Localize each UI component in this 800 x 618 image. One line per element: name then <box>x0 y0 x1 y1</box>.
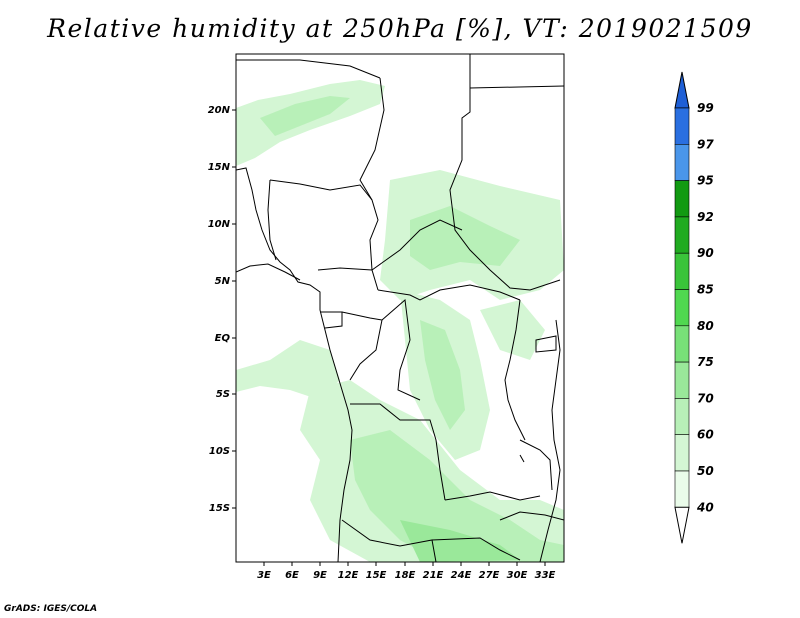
chart-title: Relative humidity at 250hPa [%], VT: 201… <box>47 14 753 43</box>
colorbar-bottom-arrow <box>674 506 690 544</box>
colorbar-label: 40 <box>696 500 714 514</box>
colorbar-label: 97 <box>697 137 714 151</box>
humidity-shading <box>236 80 564 562</box>
colorbar-label: 50 <box>697 464 714 478</box>
lon-label: 9E <box>313 570 327 581</box>
lon-label: 3E <box>257 570 271 581</box>
lon-label: 33E <box>535 570 556 581</box>
colorbar-label: 80 <box>697 319 714 333</box>
colorbar-label: 92 <box>697 210 714 224</box>
lat-label: 15N <box>208 162 231 173</box>
lat-label: 10S <box>209 446 230 457</box>
credit-text: GrADS: IGES/COLA <box>4 604 98 614</box>
colorbar-segment <box>674 180 690 218</box>
lon-label: 12E <box>338 570 359 581</box>
lat-label: 15S <box>209 503 230 514</box>
lat-label: EQ <box>215 333 231 344</box>
colorbar-top-arrow <box>674 71 690 109</box>
lon-label: 21E <box>423 570 444 581</box>
lon-label: 30E <box>507 570 528 581</box>
latitude-axis: 20N 15N 10N 5N EQ 5S 10S 15S <box>208 105 236 514</box>
colorbar-segment <box>674 325 690 363</box>
lon-label: 6E <box>285 570 299 581</box>
colorbar-label: 60 <box>697 428 714 442</box>
lat-label: 5N <box>215 276 231 287</box>
colorbar-segment <box>674 252 690 290</box>
lon-label: 15E <box>366 570 387 581</box>
coastlines-and-borders <box>236 54 564 562</box>
colorbar-segment <box>674 107 690 145</box>
colorbar-label: 90 <box>697 246 714 260</box>
map-frame <box>235 53 565 563</box>
colorbar-label: 75 <box>697 355 714 369</box>
lat-label: 5S <box>216 389 230 400</box>
lat-label: 20N <box>208 105 231 116</box>
lon-label: 18E <box>395 570 416 581</box>
colorbar-segment <box>674 398 690 435</box>
lon-label: 27E <box>479 570 500 581</box>
longitude-axis: 3E 6E 9E 12E 15E 18E 21E 24E 27E 30E 33E <box>257 562 556 581</box>
colorbar-label: 95 <box>697 174 714 188</box>
lat-label: 10N <box>208 219 231 230</box>
colorbar-segment <box>674 216 690 254</box>
lon-label: 24E <box>451 570 472 581</box>
colorbar-label: 70 <box>697 391 714 405</box>
colorbar-segment <box>674 361 690 399</box>
colorbar-label: 99 <box>697 101 714 115</box>
colorbar-label: 85 <box>697 283 714 297</box>
colorbar-segment <box>674 289 690 327</box>
colorbar-segment <box>674 470 690 508</box>
colorbar-segment <box>674 144 690 181</box>
colorbar-segment <box>674 434 690 472</box>
